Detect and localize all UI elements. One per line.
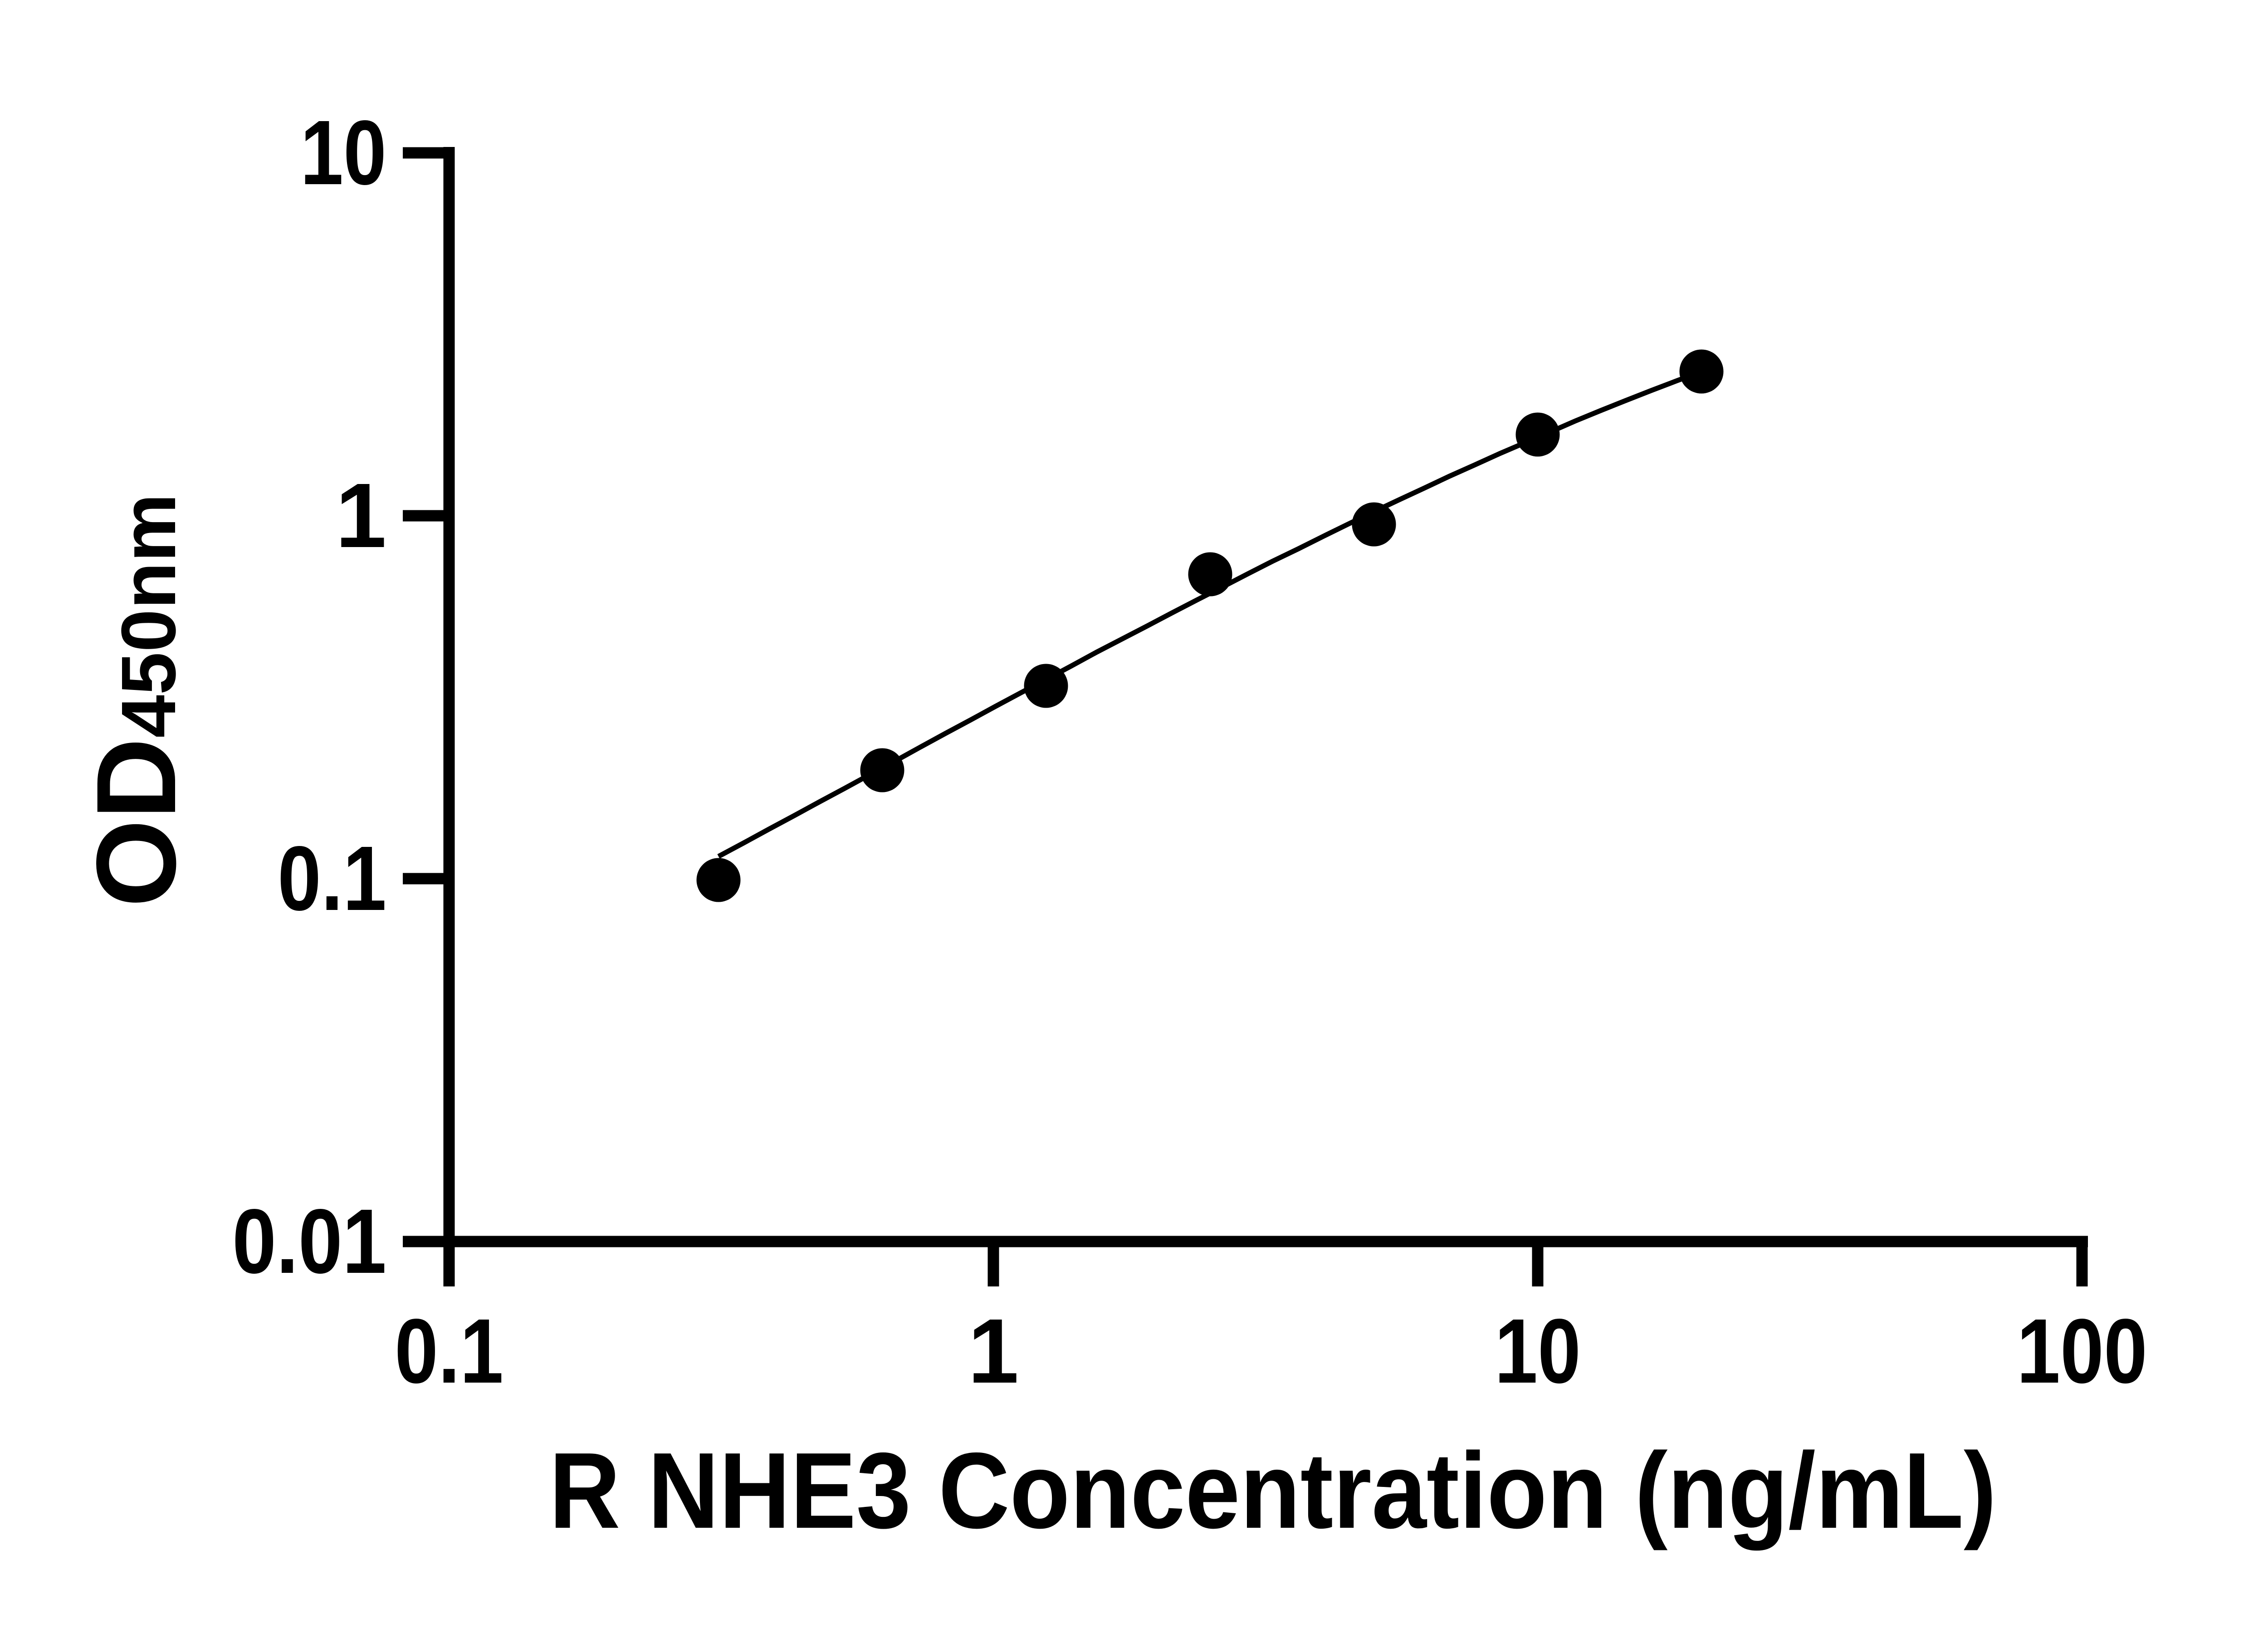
svg-text:100: 100 <box>2017 1300 2147 1402</box>
svg-text:10: 10 <box>300 101 386 204</box>
svg-text:R NHE3 Concentration (ng/mL): R NHE3 Concentration (ng/mL) <box>549 1431 1997 1551</box>
svg-text:10: 10 <box>1495 1300 1581 1402</box>
svg-text:0.1: 0.1 <box>395 1300 503 1402</box>
svg-text:1: 1 <box>968 1300 1019 1402</box>
svg-text:0.01: 0.01 <box>232 1190 386 1292</box>
svg-text:0.1: 0.1 <box>278 827 386 929</box>
svg-text:OD450nm: OD450nm <box>73 494 199 907</box>
svg-text:1: 1 <box>336 464 386 567</box>
